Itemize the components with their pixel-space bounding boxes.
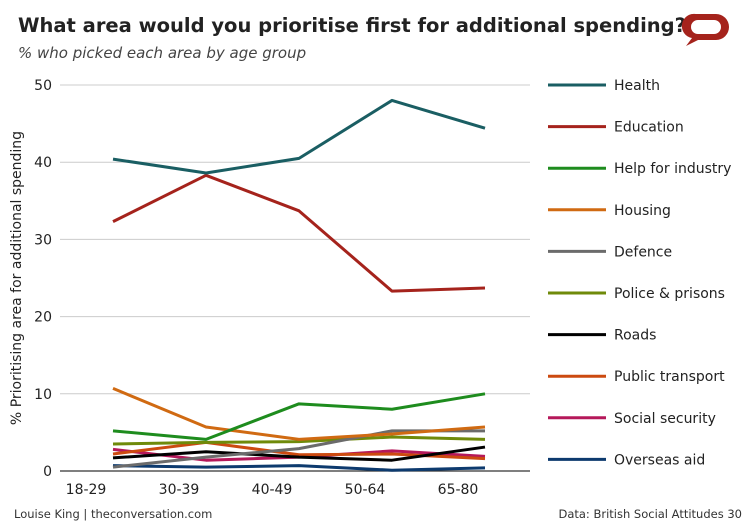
data-source: Data: British Social Attitudes 30 xyxy=(558,507,742,521)
legend-label: Social security xyxy=(614,411,716,427)
x-tick-label: 18-29 xyxy=(66,482,107,498)
series-line-education xyxy=(112,173,486,293)
y-tick-label: 20 xyxy=(34,310,52,326)
legend-label: Housing xyxy=(614,203,671,219)
y-tick-label: 10 xyxy=(34,387,52,403)
legend-label: Health xyxy=(614,78,660,94)
author-credit: Louise King | theconversation.com xyxy=(14,507,213,521)
x-tick-label: 30-39 xyxy=(159,482,200,498)
series-line-roads xyxy=(112,445,486,462)
chart-title: What area would you prioritise first for… xyxy=(18,14,686,37)
series-line-housing xyxy=(112,387,486,441)
y-tick-label: 40 xyxy=(34,155,52,171)
series-line-overseas-aid xyxy=(112,464,486,472)
y-axis-label: % Prioritising area for additional spend… xyxy=(9,131,25,425)
y-tick-label: 50 xyxy=(34,78,52,94)
series-line-police-prisons xyxy=(112,435,486,446)
legend-label: Overseas aid xyxy=(614,452,705,468)
x-tick-label: 40-49 xyxy=(252,482,293,498)
legend-label: Help for industry xyxy=(614,161,731,177)
series-line-help-for-industry xyxy=(112,392,486,441)
x-tick-label: 50-64 xyxy=(345,482,386,498)
legend-label: Police & prisons xyxy=(614,286,725,302)
legend-label: Roads xyxy=(614,328,656,344)
speech-bubble-logo-icon xyxy=(681,13,729,46)
chart-subtitle: % who picked each area by age group xyxy=(18,44,307,62)
y-tick-label: 0 xyxy=(43,464,52,480)
legend-label: Public transport xyxy=(614,369,725,385)
series-line-health xyxy=(112,98,486,175)
y-tick-label: 30 xyxy=(34,232,52,248)
legend-label: Defence xyxy=(614,244,672,260)
x-tick-label: 65-80 xyxy=(438,482,479,498)
legend-label: Education xyxy=(614,120,684,136)
